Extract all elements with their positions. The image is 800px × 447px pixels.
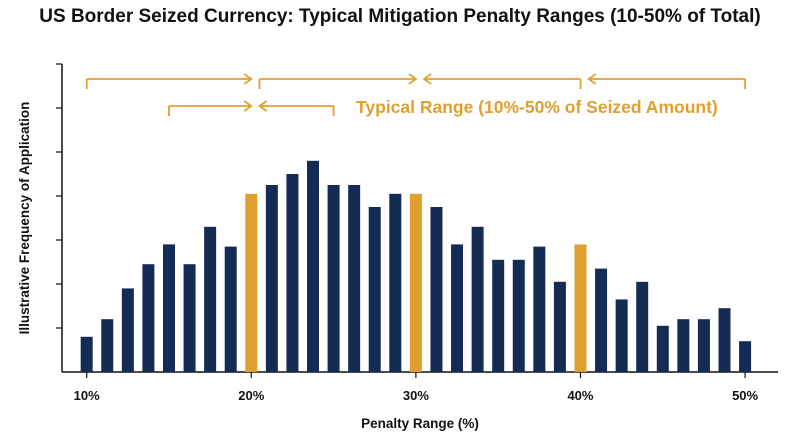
typical-range-annotation: Typical Range (10%-50% of Seized Amount) [356, 97, 718, 117]
x-axis-label: Penalty Range (%) [361, 416, 479, 431]
x-tick-label: 10% [74, 388, 100, 403]
bar [204, 226, 217, 372]
bar [739, 341, 752, 372]
range-bracket [85, 73, 253, 89]
bar [512, 259, 525, 372]
bar [697, 319, 710, 372]
x-tick-label: 40% [567, 388, 593, 403]
x-tick-label: 30% [403, 388, 429, 403]
bar [224, 246, 237, 372]
highlight-bar [409, 193, 422, 372]
bar [348, 185, 361, 372]
bar [656, 325, 669, 372]
bracket-arrowhead [243, 100, 253, 112]
bar [430, 207, 443, 372]
x-tick-label: 50% [732, 388, 758, 403]
range-bracket [257, 100, 335, 116]
bar [121, 288, 134, 372]
bar [162, 244, 175, 372]
highlight-bar [574, 244, 587, 372]
range-brackets [85, 73, 746, 116]
bar [286, 174, 299, 372]
bracket-arrowhead [243, 73, 253, 85]
chart-title: US Border Seized Currency: Typical Mitig… [39, 6, 761, 27]
bar [471, 226, 484, 372]
bar [636, 281, 649, 372]
bar [101, 319, 114, 372]
y-axis-label: Illustrative Frequency of Application [17, 102, 32, 335]
bracket-arrowhead [587, 73, 597, 85]
x-tick-label: 20% [238, 388, 264, 403]
bracket-arrowhead [408, 73, 418, 85]
bar [492, 259, 505, 372]
bar [142, 264, 155, 372]
bar [533, 246, 546, 372]
bar [389, 193, 402, 372]
bar [368, 207, 381, 372]
bar [677, 319, 690, 372]
bars [80, 160, 752, 372]
bar [265, 185, 278, 372]
bar [595, 268, 608, 372]
range-bracket [258, 73, 418, 89]
bar [615, 299, 628, 372]
range-bracket [168, 100, 253, 116]
bar [553, 281, 566, 372]
highlight-bar [245, 193, 258, 372]
bar [718, 308, 731, 372]
bracket-arrowhead [257, 100, 268, 112]
bar [183, 264, 196, 372]
range-bracket [587, 73, 746, 89]
bar [80, 336, 93, 372]
bar [327, 185, 340, 372]
range-bracket [422, 73, 582, 89]
bracket-arrowhead [422, 73, 432, 85]
bar [451, 244, 464, 372]
bar [307, 160, 320, 372]
